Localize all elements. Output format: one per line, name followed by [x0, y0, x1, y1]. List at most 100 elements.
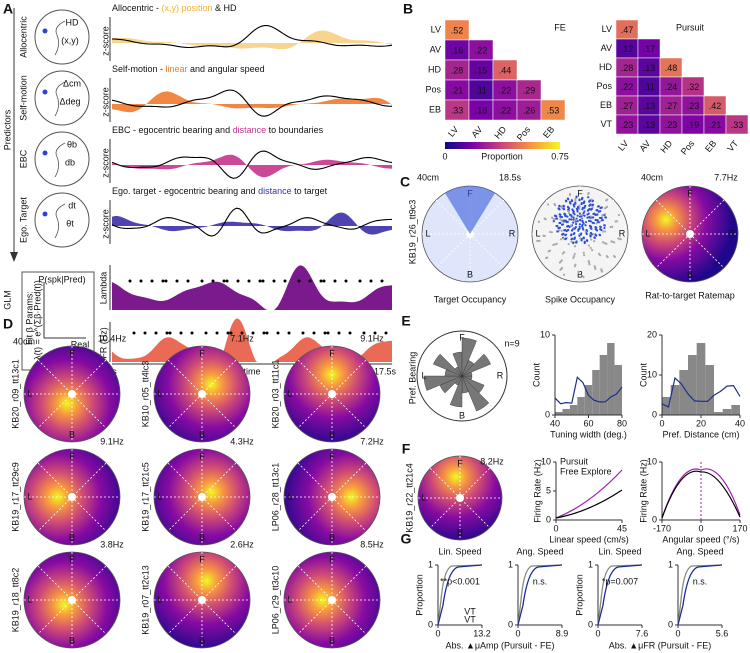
axis-label: Count	[638, 363, 648, 388]
cell-id: KB10_r05_tt4lc3	[140, 361, 150, 428]
spike-dot	[572, 216, 575, 219]
spike-dot	[604, 216, 608, 219]
spike-dot	[578, 198, 581, 201]
cell-value: .12	[621, 44, 634, 54]
spike-dot	[556, 230, 559, 233]
cdf-blue	[517, 564, 563, 626]
spike-dot	[580, 216, 583, 219]
cdf-blue	[597, 564, 643, 626]
spike-dot	[567, 211, 571, 215]
cell-id: KB19_r17_tt21c5	[140, 462, 150, 532]
spike-dot	[613, 255, 616, 259]
spike-dot	[560, 219, 564, 222]
spike-dot	[568, 201, 572, 204]
cell-value: .47	[621, 25, 634, 35]
col-label: Pos	[515, 124, 533, 143]
direction-label: B	[687, 269, 693, 279]
spike-dot	[570, 218, 573, 221]
spike-dot	[583, 214, 586, 217]
direction-label: F	[329, 451, 335, 461]
cell-id: KB19_r07_tt2c13	[140, 565, 150, 635]
tick-label: 1	[428, 559, 433, 569]
spike-dot	[580, 233, 583, 236]
spike-dot	[572, 256, 575, 260]
direction-label: B	[329, 635, 335, 645]
title-part: linear	[166, 64, 188, 74]
title-part: (x,y) position	[162, 3, 213, 13]
spike-dot	[543, 217, 546, 220]
center	[68, 596, 76, 604]
spike	[326, 331, 330, 335]
spike	[287, 331, 291, 335]
rat-path	[54, 203, 66, 239]
spike-dot	[602, 230, 605, 233]
tick-label: 40	[550, 418, 560, 428]
spike-dot	[583, 200, 586, 203]
spike-dot	[550, 231, 553, 234]
spike-dot	[584, 204, 587, 207]
spike-dot	[542, 234, 545, 237]
icon-label: dt	[68, 200, 76, 210]
spike-dot	[596, 208, 599, 212]
row-label: LV	[602, 24, 612, 34]
tick-label: 0	[652, 409, 657, 419]
tick-label: 13.2	[473, 628, 491, 638]
spike-dot	[573, 219, 576, 222]
spike-dot	[560, 229, 563, 232]
cell-value: .23	[665, 120, 678, 130]
spike-dot	[558, 261, 561, 264]
panel-letter: C	[400, 174, 410, 190]
tick-label: 0	[698, 523, 703, 533]
spike-dot	[582, 251, 585, 254]
direction-label: F	[69, 348, 75, 358]
plot-title: Lin. Speed	[438, 546, 481, 556]
spike	[211, 279, 215, 283]
cell-id: LP06_r29_tt3c10	[270, 566, 280, 635]
col-label: EB	[541, 124, 556, 140]
rose-petal	[449, 375, 463, 408]
row-label: AV	[601, 43, 612, 53]
spike-dot	[573, 237, 576, 241]
row-title: Ego. target - egocentric bearing and dis…	[112, 186, 328, 196]
spike-dot	[550, 216, 554, 219]
rate: 9.1Hz	[360, 333, 384, 343]
tick-label: 5.6	[716, 628, 729, 638]
label: Self-motion	[18, 75, 28, 121]
spike-dot	[581, 221, 584, 224]
spike-dot	[606, 198, 609, 201]
tick-label: 8.9	[556, 628, 569, 638]
spike-dot	[558, 204, 561, 207]
spike	[240, 331, 244, 335]
spike-dot	[599, 225, 602, 229]
cell-id: KB19_r17_tt29c9	[10, 462, 20, 532]
hist-bar	[731, 405, 740, 415]
spike-dot	[615, 220, 619, 223]
spike	[251, 331, 255, 335]
rose-petal	[461, 337, 477, 377]
axis-label: Linear speed (cm/s)	[549, 534, 629, 544]
response-trace	[111, 207, 393, 237]
direction-label: L	[421, 370, 426, 380]
spike-dot	[562, 207, 565, 210]
cdf-gray	[677, 564, 723, 626]
icon-label: Δdeg	[59, 96, 80, 106]
row-label: Pos	[425, 84, 441, 94]
spike-dot	[593, 240, 596, 243]
hist-bar	[614, 365, 622, 415]
spike-dot	[604, 230, 607, 233]
spike-dot	[605, 242, 608, 245]
hist-bar	[688, 355, 697, 415]
spike-dot	[575, 207, 579, 210]
spike	[333, 279, 337, 283]
rate: 8.5Hz	[360, 539, 384, 549]
panel-letter: D	[3, 316, 13, 332]
col-label: AV	[637, 138, 652, 153]
spike	[226, 331, 230, 335]
rate: 4.3Hz	[230, 436, 254, 446]
spike-dot	[600, 270, 604, 273]
spike	[373, 331, 377, 335]
cell-value: .11	[643, 82, 655, 92]
spike-dot	[569, 234, 573, 237]
direction-label: L	[27, 491, 32, 501]
rate: 3.8Hz	[100, 539, 124, 549]
